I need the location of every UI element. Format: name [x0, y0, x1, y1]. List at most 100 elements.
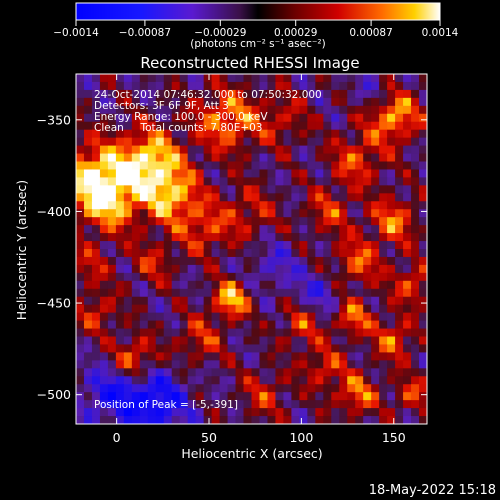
heatmap-cell	[203, 344, 213, 353]
heatmap-cell	[147, 360, 157, 369]
heatmap-cell	[347, 328, 356, 337]
heatmap-cell	[387, 193, 396, 202]
heatmap-cell	[331, 113, 340, 123]
heatmap-cell	[411, 280, 420, 290]
heatmap-cell	[371, 121, 380, 131]
heatmap-cell	[307, 336, 316, 345]
annotation-detectors: Detectors: 3F 6F 9F, Att 3	[94, 100, 229, 112]
heatmap-cell	[99, 129, 109, 139]
heatmap-cell	[291, 336, 300, 345]
heatmap-cell	[379, 105, 388, 115]
heatmap-cell	[91, 185, 101, 194]
heatmap-cell	[395, 225, 404, 234]
heatmap-cell	[379, 145, 388, 154]
heatmap-cell	[163, 129, 173, 139]
heatmap-cell	[315, 368, 324, 377]
heatmap-cell	[403, 368, 412, 377]
heatmap-cell	[219, 81, 228, 91]
heatmap-cell	[147, 408, 157, 417]
heatmap-cell	[419, 360, 428, 369]
heatmap-cell	[371, 209, 380, 218]
heatmap-cell	[371, 296, 380, 306]
heatmap-cell	[99, 376, 109, 385]
heatmap-cell	[315, 177, 324, 186]
heatmap-cell	[195, 153, 205, 162]
heatmap-cell	[299, 336, 308, 345]
heatmap-cell	[283, 408, 292, 417]
heatmap-cell	[395, 177, 404, 186]
heatmap-cell	[91, 105, 101, 115]
heatmap-cell	[195, 241, 205, 250]
heatmap-cell	[219, 137, 228, 146]
heatmap-cell	[291, 161, 300, 170]
heatmap-cell	[227, 336, 236, 345]
heatmap-cell	[403, 360, 412, 369]
heatmap-cell	[147, 296, 157, 306]
heatmap-cell	[275, 113, 284, 123]
heatmap-cell	[363, 145, 372, 154]
heatmap-cell	[107, 360, 117, 369]
heatmap-cell	[403, 400, 412, 409]
heatmap-cell	[203, 352, 213, 361]
heatmap-cell	[179, 312, 189, 321]
heatmap-cell	[211, 177, 220, 186]
heatmap-cell	[195, 368, 205, 377]
heatmap-cell	[411, 312, 420, 321]
heatmap-cell	[131, 288, 141, 298]
heatmap-cell	[323, 89, 332, 99]
heatmap-cell	[83, 376, 93, 385]
heatmap-cell	[187, 233, 197, 242]
heatmap-cell	[227, 280, 236, 290]
heatmap-cell	[243, 288, 252, 298]
heatmap-cell	[83, 400, 93, 409]
heatmap-cell	[171, 280, 181, 290]
heatmap-cell	[363, 288, 372, 298]
heatmap-cell	[99, 264, 109, 274]
x-tick-label: 0	[113, 430, 121, 445]
heatmap-cell	[147, 368, 157, 377]
heatmap-cell	[339, 376, 348, 385]
heatmap-cell	[379, 97, 388, 107]
heatmap-cell	[219, 304, 228, 314]
heatmap-cell	[331, 408, 340, 417]
heatmap-cell	[139, 153, 149, 162]
heatmap-cell	[419, 344, 428, 353]
heatmap-cell	[243, 344, 252, 353]
heatmap-cell	[339, 328, 348, 337]
heatmap-cell	[123, 121, 133, 131]
heatmap-cell	[323, 121, 332, 131]
heatmap-cell	[307, 264, 316, 274]
heatmap-cell	[163, 81, 173, 91]
heatmap-cell	[235, 264, 244, 274]
heatmap-cell	[411, 384, 420, 393]
heatmap-cell	[195, 400, 205, 409]
heatmap-cell	[323, 249, 332, 258]
heatmap-cell	[76, 352, 85, 361]
heatmap-cell	[291, 105, 300, 115]
heatmap-cell	[371, 384, 380, 393]
heatmap-cell	[91, 225, 101, 234]
heatmap-cell	[275, 256, 284, 266]
heatmap-cell	[131, 384, 141, 393]
heatmap-cell	[331, 352, 340, 361]
heatmap-cell	[267, 121, 276, 131]
heatmap-cell	[155, 121, 165, 131]
heatmap-cell	[395, 129, 404, 139]
heatmap-cell	[267, 249, 276, 258]
heatmap-cell	[347, 145, 356, 154]
heatmap-cell	[259, 137, 268, 146]
heatmap-cell	[299, 368, 308, 377]
heatmap-cell	[403, 408, 412, 417]
heatmap-cell	[107, 272, 117, 282]
heatmap-cell	[211, 392, 220, 401]
heatmap-cell	[331, 249, 340, 258]
heatmap-cell	[363, 368, 372, 377]
heatmap-cell	[291, 328, 300, 337]
heatmap-cell	[195, 344, 205, 353]
x-tick-label: 50	[201, 430, 217, 445]
heatmap-cell	[131, 360, 141, 369]
heatmap-cell	[227, 105, 236, 115]
heatmap-cell	[123, 368, 133, 377]
heatmap-cell	[315, 336, 324, 345]
heatmap-cell	[387, 296, 396, 306]
